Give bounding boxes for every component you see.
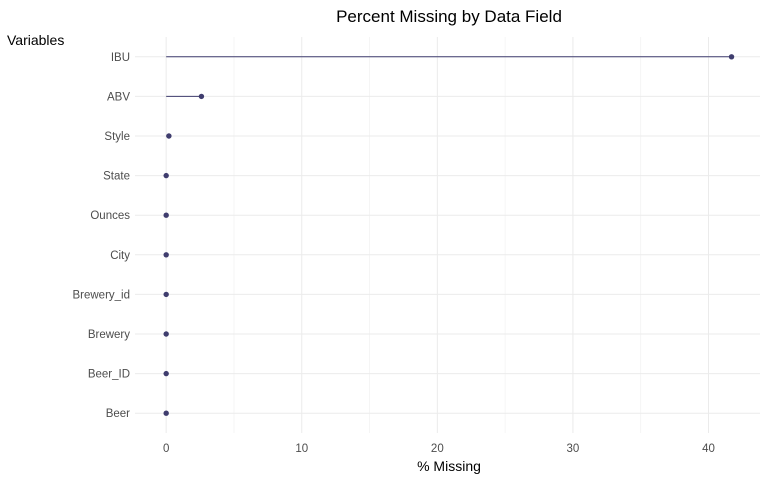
y-tick-label: ABV	[107, 91, 130, 103]
lollipop-point	[198, 93, 205, 100]
chart-title: Percent Missing by Data Field	[336, 7, 562, 26]
grid-layer	[135, 37, 760, 433]
x-tick-label: 40	[702, 443, 715, 455]
y-axis-title: Variables	[7, 32, 64, 48]
y-tick-label: State	[103, 171, 130, 183]
lollipop-point	[166, 133, 172, 139]
lollipop-point	[163, 370, 169, 377]
lollipop-point	[163, 172, 169, 179]
x-tick-label: 0	[163, 443, 169, 455]
lollipop-point	[163, 212, 169, 218]
y-tick-label: IBU	[111, 52, 130, 64]
x-axis-title: % Missing	[417, 458, 481, 474]
y-tick-label: Beer	[106, 408, 130, 420]
x-tick-labels: 0 10 20 30 40	[163, 443, 715, 455]
mark-layer	[163, 54, 735, 416]
y-tick-label: Ounces	[90, 210, 130, 222]
x-tick-label: 20	[431, 443, 444, 455]
x-tick-label: 30	[567, 443, 580, 455]
y-tick-label: Beer_ID	[88, 369, 130, 381]
lollipop-point	[728, 54, 735, 60]
lollipop-point	[163, 291, 169, 298]
y-tick-label: Brewery_id	[72, 289, 130, 301]
y-tick-label: Brewery	[88, 329, 130, 341]
lollipop-point	[163, 252, 169, 258]
lollipop-point	[163, 331, 169, 337]
lollipop-point	[163, 410, 169, 416]
y-tick-labels: IBU ABV Style State Ounces City Brewery_id Brew…	[72, 52, 130, 420]
y-tick-label: City	[110, 250, 130, 262]
x-tick-label: 10	[295, 443, 308, 455]
y-tick-label: Style	[104, 131, 130, 143]
